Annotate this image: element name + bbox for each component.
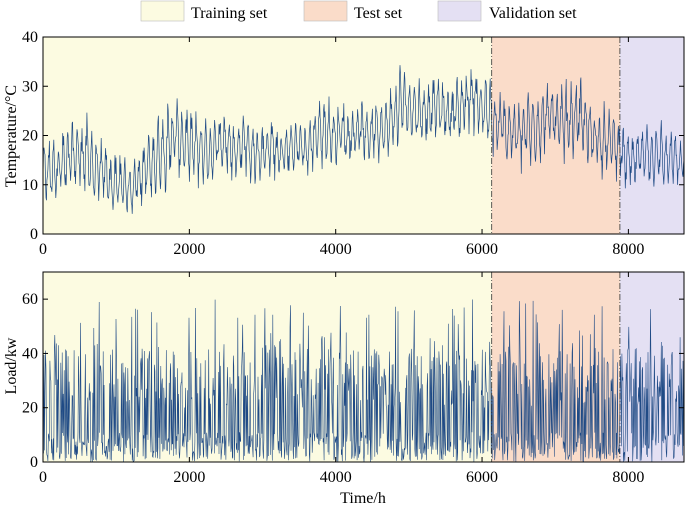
legend-swatch-test <box>303 0 348 22</box>
load-ticks: 0 2000 4000 6000 8000 0 20 40 60 <box>22 272 684 486</box>
xtick-label: 6000 <box>466 241 498 258</box>
ytick-label: 20 <box>22 400 38 417</box>
load-ylabel: Load/kw <box>3 337 20 394</box>
ytick-label: 0 <box>30 226 38 243</box>
legend: Training set Test set Validation set <box>140 0 577 22</box>
xtick-label: 8000 <box>612 469 644 486</box>
load-series-line <box>42 299 685 463</box>
temperature-ticks: 0 2000 4000 6000 8000 0 10 20 30 40 <box>22 29 684 258</box>
xtick-label: 0 <box>39 241 47 258</box>
ytick-label: 40 <box>22 29 38 46</box>
ytick-label: 40 <box>22 345 38 362</box>
xtick-label: 2000 <box>173 469 205 486</box>
region-training-set <box>43 37 492 234</box>
ytick-label: 60 <box>22 291 38 308</box>
legend-swatch-training <box>140 0 185 22</box>
ytick-label: 20 <box>22 128 38 145</box>
load-panel: 0 2000 4000 6000 8000 0 20 40 60 Load/kw Time/h <box>3 271 685 507</box>
load-xlabel: Time/h <box>340 490 386 507</box>
xtick-label: 4000 <box>320 469 352 486</box>
temperature-panel: 0 2000 4000 6000 8000 0 10 20 30 40 Temperature/°… <box>3 29 685 258</box>
xtick-label: 2000 <box>173 241 205 258</box>
legend-label-validation: Validation set <box>489 5 577 22</box>
legend-swatch-validation <box>437 0 482 22</box>
load-split-lines <box>491 272 621 462</box>
ytick-label: 30 <box>22 78 38 95</box>
xtick-label: 8000 <box>612 241 644 258</box>
legend-label-training: Training set <box>191 5 268 22</box>
region-validation-set <box>619 37 684 234</box>
temperature-series-line <box>42 65 685 214</box>
load-axes-frame <box>42 271 685 463</box>
xtick-label: 4000 <box>320 241 352 258</box>
ytick-label: 0 <box>30 454 38 471</box>
temperature-ylabel: Temperature/°C <box>3 85 20 187</box>
legend-label-test: Test set <box>354 5 403 22</box>
ytick-label: 10 <box>22 177 38 194</box>
xtick-label: 0 <box>39 469 47 486</box>
xtick-label: 6000 <box>466 469 498 486</box>
